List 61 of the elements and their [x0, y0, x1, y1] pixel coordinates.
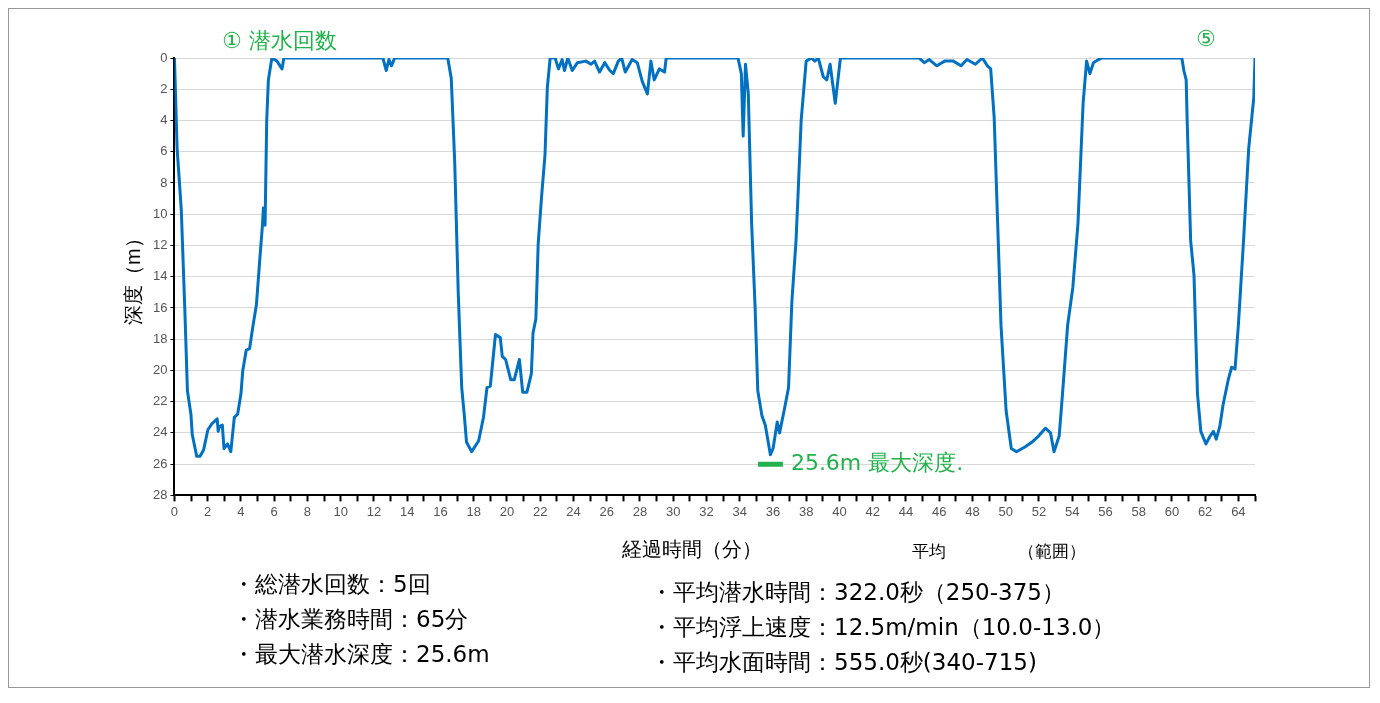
y-tick-label: 10 — [152, 205, 168, 221]
y-tick-label: 20 — [152, 362, 168, 378]
x-tick-label: 28 — [632, 503, 648, 519]
annotation: 25.6m 最大深度. — [790, 449, 964, 475]
x-tick-label: 44 — [898, 503, 914, 519]
x-tick-label: 56 — [1098, 503, 1113, 519]
x-tick-label: 0 — [170, 503, 179, 519]
text: ・平均浮上速度：12.5m/min（10.0-13.0） — [650, 613, 1116, 642]
x-tick-label: 54 — [1064, 503, 1080, 519]
x-tick-label: 48 — [965, 503, 980, 519]
x-tick-label: 26 — [599, 503, 614, 519]
text: ① 潜水回数 — [222, 27, 337, 55]
x-tick-label: 14 — [399, 503, 415, 519]
x-tick-label: 12 — [366, 503, 382, 519]
y-tick-label: 26 — [152, 455, 168, 471]
x-axis-title: 経過時間（分） — [622, 536, 762, 563]
y-tick-label: 6 — [160, 143, 168, 159]
y-tick-label: 28 — [152, 486, 168, 502]
x-tick-label: 58 — [1131, 503, 1146, 519]
text: ⑤ — [1196, 26, 1216, 51]
text: ・潜水業務時間：65分 — [232, 605, 469, 634]
x-tick-label: 4 — [237, 503, 245, 519]
x-tick-label: 64 — [1231, 503, 1246, 519]
x-tick-label: 20 — [499, 503, 515, 519]
text: ・平均水面時間：555.0秒(340-715) — [650, 648, 1037, 677]
x-tick-label: 52 — [1031, 503, 1047, 519]
y-tick-label: 24 — [152, 424, 168, 440]
x-tick-label: 10 — [333, 503, 348, 519]
x-tick-label: 2 — [204, 503, 212, 519]
x-tick-label: 46 — [931, 503, 947, 519]
x-tick-label: 18 — [466, 503, 481, 519]
x-tick-label: 22 — [532, 503, 548, 519]
x-tick-label: 36 — [765, 503, 781, 519]
text: ・総潜水回数：5回 — [232, 570, 431, 599]
x-tick-label: 34 — [732, 503, 747, 519]
text: ・平均潜水時間：322.0秒（250-375） — [650, 578, 1065, 607]
y-tick-label: 12 — [152, 237, 168, 253]
x-tick-label: 62 — [1197, 503, 1213, 519]
y-tick-label: 2 — [160, 80, 168, 96]
y-tick-label: 14 — [152, 268, 168, 284]
y-tick-label: 8 — [160, 174, 168, 190]
x-tick-label: 16 — [433, 503, 448, 519]
y-axis-title: 深度（m） — [121, 228, 144, 326]
y-tick-label: 4 — [160, 112, 168, 128]
x-tick-label: 6 — [270, 503, 278, 519]
x-tick-label: 40 — [832, 503, 847, 519]
x-tick-label: 60 — [1164, 503, 1180, 519]
text: （範囲） — [1018, 540, 1086, 563]
x-tick-label: 8 — [303, 503, 312, 519]
x-tick-label: 30 — [665, 503, 681, 519]
text: ・最大潜水深度：25.6m — [232, 640, 490, 669]
x-tick-label: 24 — [566, 503, 581, 519]
x-tick-label: 50 — [998, 503, 1013, 519]
y-tick-label: 0 — [160, 49, 168, 65]
x-tick-label: 42 — [865, 503, 880, 519]
y-tick-label: 22 — [152, 393, 168, 409]
y-tick-label: 16 — [152, 299, 168, 315]
x-tick-label: 32 — [699, 503, 714, 519]
x-tick-label: 38 — [798, 503, 814, 519]
text: 平均 — [912, 540, 946, 563]
y-tick-label: 18 — [152, 330, 168, 346]
